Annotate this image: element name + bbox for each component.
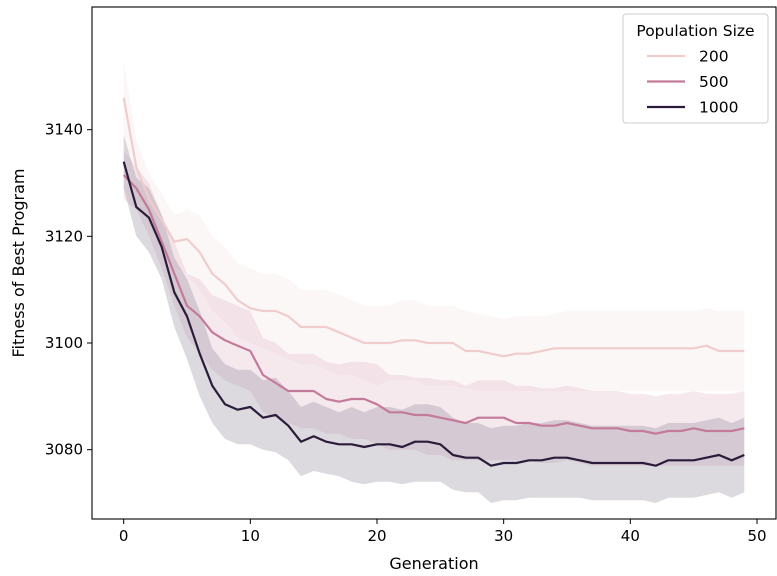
plot-frame bbox=[91, 6, 777, 520]
y-tick-label: 3120 bbox=[45, 227, 83, 245]
x-tick-label: 0 bbox=[119, 527, 129, 545]
x-tick-label: 20 bbox=[367, 527, 386, 545]
legend-label-500: 500 bbox=[699, 73, 729, 91]
x-axis-label: Generation bbox=[389, 554, 478, 573]
legend-box bbox=[622, 13, 769, 124]
y-tick-label: 3080 bbox=[45, 441, 83, 459]
y-axis-label: Fitness of Best Program bbox=[9, 168, 28, 357]
x-tick-label: 50 bbox=[747, 527, 766, 545]
line-series-200 bbox=[122, 97, 745, 358]
x-tick-label: 40 bbox=[621, 527, 640, 545]
y-tick-label: 3140 bbox=[45, 121, 83, 139]
x-tick-label: 10 bbox=[241, 527, 260, 545]
legend-label-1000: 1000 bbox=[699, 99, 738, 117]
confidence-bands bbox=[123, 60, 745, 503]
x-axis-ticks: 0 10 20 30 40 50 bbox=[119, 519, 767, 545]
legend-label-200: 200 bbox=[699, 48, 729, 66]
band-series-1000 bbox=[123, 135, 745, 503]
legend-items: 200 500 1000 bbox=[647, 48, 738, 117]
line-series-500 bbox=[122, 174, 745, 435]
x-tick-label: 30 bbox=[494, 527, 513, 545]
y-axis-ticks: 3080 3100 3120 3140 bbox=[45, 121, 92, 459]
line-series-1000 bbox=[122, 161, 745, 467]
legend: Population Size 200 500 1000 bbox=[622, 13, 769, 124]
band-series-500 bbox=[123, 151, 745, 466]
series-lines bbox=[122, 97, 745, 467]
y-tick-label: 3100 bbox=[45, 334, 83, 352]
band-series-200 bbox=[123, 60, 745, 392]
legend-title: Population Size bbox=[636, 22, 754, 40]
